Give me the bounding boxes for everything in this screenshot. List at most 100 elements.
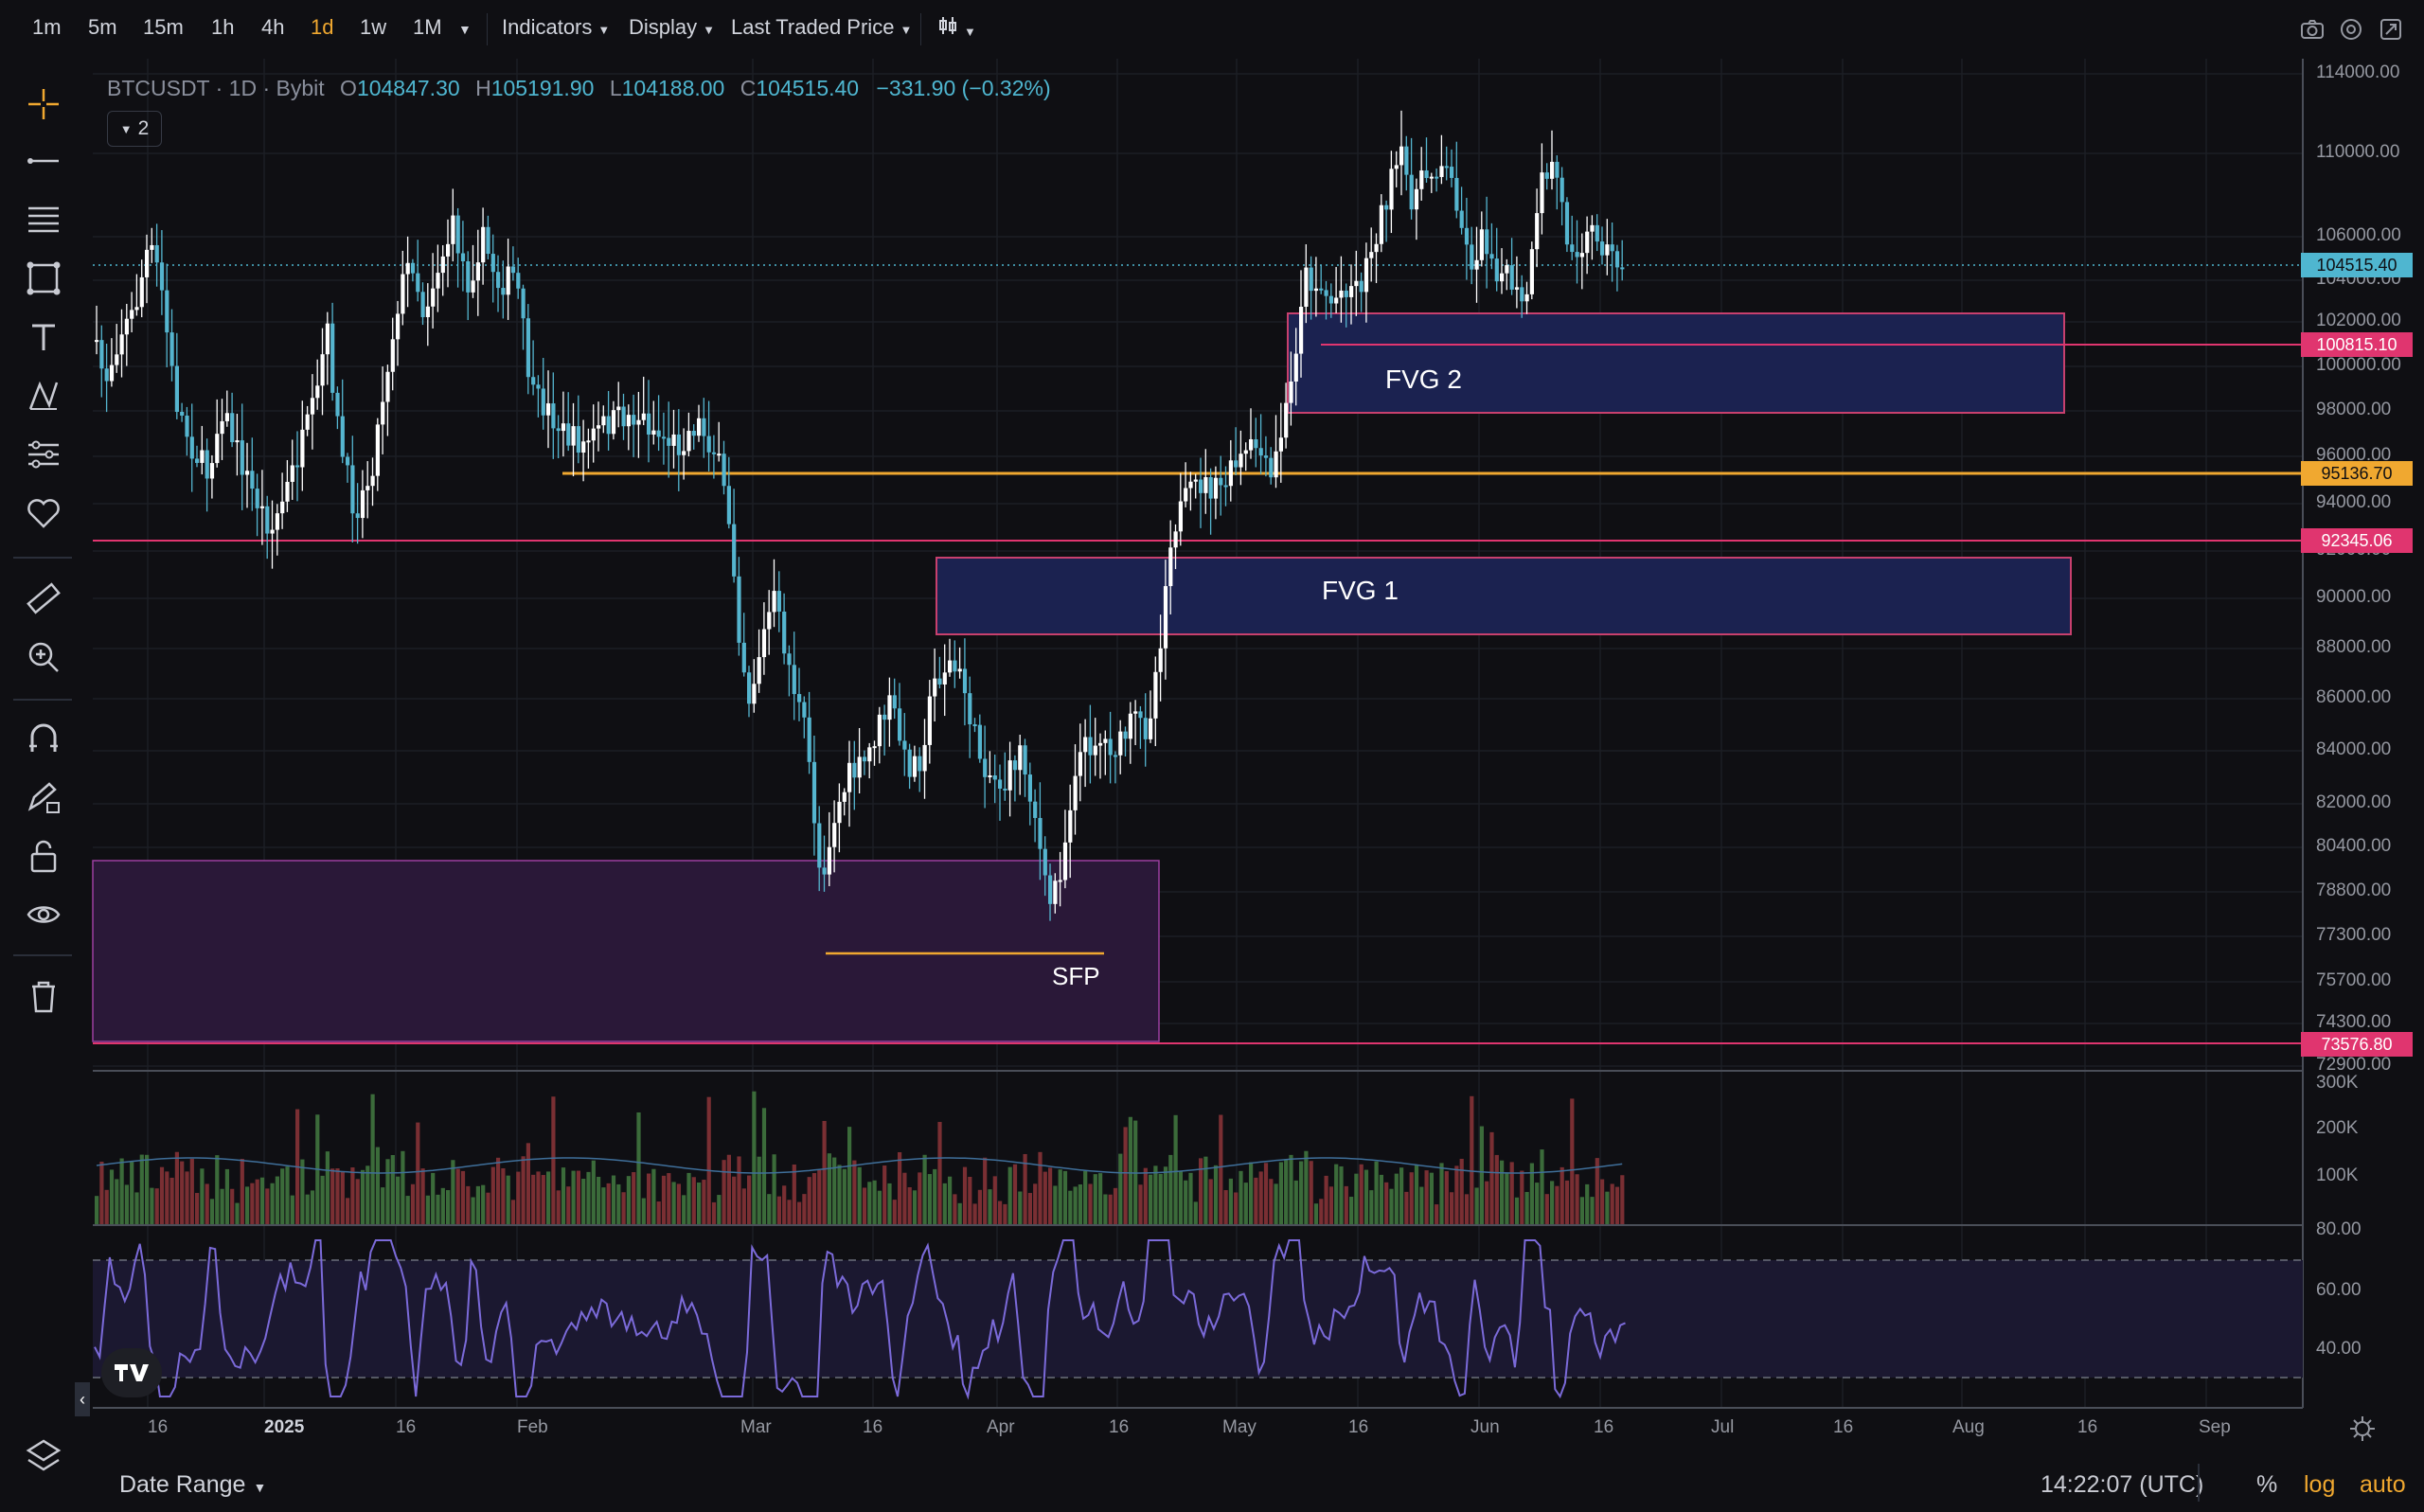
camera-icon[interactable] [2300,17,2325,42]
candle-body [1610,244,1614,252]
candle-body [566,423,571,446]
auto-toggle[interactable]: auto [2360,1471,2406,1498]
volume-bar [365,1165,370,1224]
volume-bar [937,1122,942,1224]
heart-icon[interactable] [21,490,66,536]
volume-bar [616,1183,621,1224]
candle-body [159,262,165,291]
timeframe-more-chevron-icon[interactable]: ▼ [458,22,472,37]
candle-body [526,318,530,378]
candle-body [817,823,822,868]
timeframe-1M[interactable]: 1M [413,15,442,39]
volume-bar [490,1166,495,1224]
candle-body [1470,244,1474,270]
volume-bar [1470,1095,1474,1224]
time-axis-label: 16 [863,1417,883,1437]
volume-bar [385,1159,390,1224]
volume-bar [1149,1174,1153,1224]
chart-type-menu[interactable]: ▼ [937,15,976,42]
candle-body [510,266,516,274]
volume-bar [1289,1154,1293,1224]
candle-body [1374,243,1379,253]
timeframe-1h[interactable]: 1h [211,15,235,39]
indicators-menu[interactable]: Indicators ▼ [502,15,610,40]
timeframe-15m[interactable]: 15m [143,15,184,39]
volume-bar [1394,1173,1399,1224]
date-range-button[interactable]: Date Range ▼ [119,1471,266,1499]
log-toggle[interactable]: log [2304,1471,2336,1498]
time-axis-label: 16 [1833,1417,1854,1437]
chevron-down-icon: ▼ [964,25,976,39]
timeframe-4h[interactable]: 4h [261,15,285,39]
scroll-left-icon[interactable]: ‹ [75,1382,90,1416]
candle-body [962,668,968,694]
volume-bar [1535,1183,1540,1224]
candle-body [1113,755,1118,757]
magnet-icon[interactable] [21,716,66,761]
volume-bar [827,1153,831,1224]
volume-bar [245,1186,250,1224]
display-label: Display [629,15,698,39]
ruler-icon[interactable] [21,576,66,621]
volume-bar [586,1171,591,1224]
eye-icon[interactable] [21,892,66,937]
volume-bar [1058,1169,1062,1224]
fullscreen-icon[interactable] [2379,17,2403,42]
volume-bar [486,1192,490,1224]
timeframe-1d[interactable]: 1d [311,15,334,39]
timeframe-1w[interactable]: 1w [360,15,387,39]
candle-body [927,696,932,745]
display-menu[interactable]: Display ▼ [629,15,715,40]
volume-bar [475,1185,480,1224]
volume-bar [1579,1197,1584,1224]
zoom-in-icon[interactable] [21,634,66,680]
price-source-menu[interactable]: Last Traded Price ▼ [731,15,912,40]
candle-body [285,481,290,502]
volume-bar [1514,1197,1520,1224]
volume-bar [1344,1185,1348,1224]
volume-bar [1158,1173,1163,1224]
candle-body [842,792,847,802]
volume-bar [1435,1204,1439,1224]
unlock-icon[interactable] [21,833,66,879]
tradingview-logo[interactable] [101,1348,162,1397]
toolbar-divider [920,13,921,45]
volume-bar [220,1188,224,1224]
price-axis-label: 75700.00 [2316,970,2392,990]
candle-body [1048,875,1053,904]
time-axis-label: Sep [2199,1417,2231,1437]
candle-body [1228,460,1233,487]
indicators-collapse-button[interactable]: ▼ 2 [107,111,162,147]
low-label: L [609,76,622,100]
percent-toggle[interactable]: % [2256,1471,2278,1498]
volume-bar [972,1203,977,1224]
candle-body [1394,165,1399,169]
volume-bar [154,1188,159,1224]
rectangle-icon[interactable] [21,256,66,301]
trash-icon[interactable] [21,973,66,1019]
price-axis-label: 72900.00 [2316,1055,2392,1075]
volume-bar [1108,1194,1113,1224]
close-value: 104515.40 [756,76,860,100]
horizontal-lines-icon[interactable] [21,197,66,242]
text-icon[interactable] [21,314,66,360]
price-chart[interactable] [0,59,2424,1417]
gear-icon[interactable] [2348,1414,2377,1443]
utc-clock[interactable]: 14:22:07 (UTC) [2041,1471,2204,1498]
crosshair-icon[interactable] [21,81,66,127]
layers-icon[interactable] [21,1433,66,1479]
candle-body [1168,547,1173,587]
fib-tool-icon[interactable] [21,432,66,477]
pattern-icon[interactable] [21,373,66,418]
timeframe-1m[interactable]: 1m [32,15,62,39]
volume-bar [165,1171,169,1224]
trend-line-icon[interactable] [21,138,66,184]
demand-zone [92,860,1160,1042]
candle-body [957,668,962,672]
price-axis-label: 100000.00 [2316,355,2401,375]
settings-icon[interactable] [2339,17,2363,42]
timeframe-5m[interactable]: 5m [88,15,117,39]
pencil-lock-icon[interactable] [21,774,66,820]
candle-body [1404,146,1409,175]
volume-bar [1293,1180,1298,1224]
